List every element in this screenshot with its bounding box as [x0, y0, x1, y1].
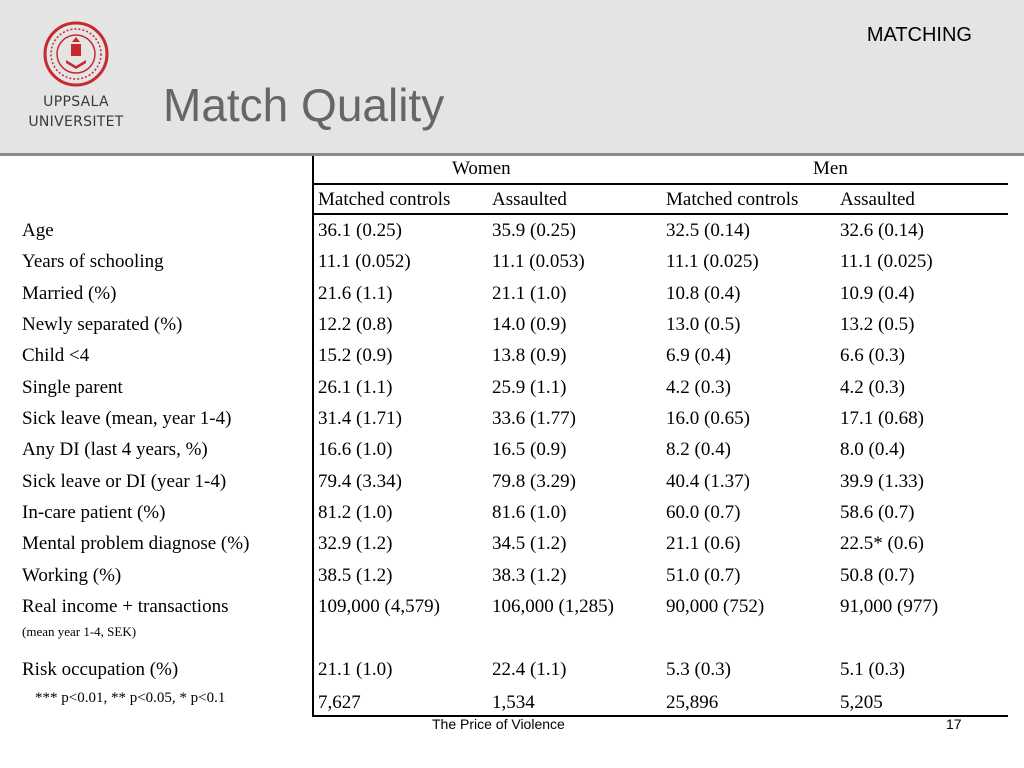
table-cell: 50.8 (0.7): [840, 565, 915, 586]
logo-text-line-1: UPPSALA: [43, 94, 109, 110]
table-cell: 22.4 (1.1): [492, 659, 567, 680]
table-cell: 90,000 (752): [666, 596, 765, 617]
uppsala-seal-icon: [43, 21, 109, 87]
table-cell: 11.1 (0.052): [318, 251, 411, 272]
column-header: Matched controls: [318, 189, 451, 210]
table-cell: 15.2 (0.9): [318, 345, 393, 366]
column-header: Assaulted: [492, 189, 567, 210]
group-header-rule: [312, 183, 1008, 185]
table-cell: 33.6 (1.77): [492, 408, 576, 429]
table-cell: 6.9 (0.4): [666, 345, 731, 366]
table-cell: 11.1 (0.053): [492, 251, 585, 272]
table-cell: 40.4 (1.37): [666, 471, 750, 492]
table-cell: 8.2 (0.4): [666, 439, 731, 460]
table-cell: 58.6 (0.7): [840, 502, 915, 523]
row-label: Risk occupation (%): [22, 659, 179, 680]
table-cell: 13.2 (0.5): [840, 314, 915, 335]
table-cell: 81.2 (1.0): [318, 502, 393, 523]
table-cell: 16.0 (0.65): [666, 408, 750, 429]
table-cell: 32.9 (1.2): [318, 533, 393, 554]
table-cell: 60.0 (0.7): [666, 502, 741, 523]
table-cell: 106,000 (1,285): [492, 596, 614, 617]
table-cell: 21.1 (1.0): [492, 283, 567, 304]
table-cell: 38.5 (1.2): [318, 565, 393, 586]
row-label: Sick leave (mean, year 1-4): [22, 408, 232, 429]
row-label: Any DI (last 4 years, %): [22, 439, 208, 460]
table-cell: 13.0 (0.5): [666, 314, 741, 335]
table-cell: 32.6 (0.14): [840, 220, 924, 241]
table-cell: 6.6 (0.3): [840, 345, 905, 366]
table-cell: 10.8 (0.4): [666, 283, 741, 304]
row-label: Age: [22, 220, 54, 241]
table-cell: 13.8 (0.9): [492, 345, 567, 366]
table-cell: 16.6 (1.0): [318, 439, 393, 460]
table-cell: 21.6 (1.1): [318, 283, 393, 304]
row-label: Mental problem diagnose (%): [22, 533, 250, 554]
table-cell: 35.9 (0.25): [492, 220, 576, 241]
table-cell: 16.5 (0.9): [492, 439, 567, 460]
table-cell: 11.1 (0.025): [840, 251, 933, 272]
row-sublabel: (mean year 1-4, SEK): [22, 624, 137, 639]
table-cell: 12.2 (0.8): [318, 314, 393, 335]
sample-size-cell: 5,205: [840, 692, 883, 713]
page-number: 17: [946, 716, 962, 732]
group-header-men: Men: [813, 158, 848, 179]
table-cell: 91,000 (977): [840, 596, 939, 617]
table-cell: 14.0 (0.9): [492, 314, 567, 335]
slide-title: Match Quality: [163, 79, 445, 131]
row-label: Working (%): [22, 565, 122, 586]
table-cell: 81.6 (1.0): [492, 502, 567, 523]
table-cell: 32.5 (0.14): [666, 220, 750, 241]
slide-header: [0, 0, 1024, 155]
column-header-rule: [312, 213, 1008, 215]
table-cell: 21.1 (0.6): [666, 533, 741, 554]
table-bottom-rule: [312, 715, 1008, 717]
table-cell: 4.2 (0.3): [666, 377, 731, 398]
row-label: Years of schooling: [22, 251, 164, 272]
header-divider: [0, 153, 1024, 156]
table-cell: 8.0 (0.4): [840, 439, 905, 460]
match-quality-table: Women Men Matched controls Assaulted Mat…: [0, 156, 1024, 717]
sample-size-cell: 1,534: [492, 692, 535, 713]
sample-size-cell: 25,896: [666, 692, 719, 713]
table-cell: 51.0 (0.7): [666, 565, 741, 586]
table-vertical-rule: [312, 156, 314, 717]
table-cell: 10.9 (0.4): [840, 283, 915, 304]
table-cell: 26.1 (1.1): [318, 377, 393, 398]
table-cell: 25.9 (1.1): [492, 377, 567, 398]
table-cell: 5.3 (0.3): [666, 659, 731, 680]
column-header: Matched controls: [666, 189, 799, 210]
table-cell: 38.3 (1.2): [492, 565, 567, 586]
table-cell: 34.5 (1.2): [492, 533, 567, 554]
table-cell: 79.4 (3.34): [318, 471, 402, 492]
table-cell: 4.2 (0.3): [840, 377, 905, 398]
table-cell: 11.1 (0.025): [666, 251, 759, 272]
row-label: In-care patient (%): [22, 502, 166, 523]
column-header: Assaulted: [840, 189, 915, 210]
table-cell: 21.1 (1.0): [318, 659, 393, 680]
table-cell: 36.1 (0.25): [318, 220, 402, 241]
university-logo: UPPSALA UNIVERSITET: [20, 20, 132, 136]
row-label: Newly separated (%): [22, 314, 183, 335]
row-label: Real income + transactions: [22, 596, 229, 617]
table-cell: 31.4 (1.71): [318, 408, 402, 429]
table-cell: 109,000 (4,579): [318, 596, 440, 617]
sample-size-cell: 7,627: [318, 692, 361, 713]
group-header-women: Women: [452, 158, 511, 179]
row-label: Child <4: [22, 345, 90, 366]
section-label: MATCHING: [866, 24, 972, 46]
row-label: Sick leave or DI (year 1-4): [22, 471, 227, 492]
table-cell: 5.1 (0.3): [840, 659, 905, 680]
table-cell: 17.1 (0.68): [840, 408, 924, 429]
row-label: Married (%): [22, 283, 117, 304]
logo-text-line-2: UNIVERSITET: [28, 114, 124, 130]
table-cell: 79.8 (3.29): [492, 471, 576, 492]
table-cell: 39.9 (1.33): [840, 471, 924, 492]
row-label: Single parent: [22, 377, 123, 398]
table-cell: 22.5* (0.6): [840, 533, 924, 554]
footer-title: The Price of Violence: [432, 716, 565, 732]
significance-footnote: *** p<0.01, ** p<0.05, * p<0.1: [35, 690, 226, 706]
